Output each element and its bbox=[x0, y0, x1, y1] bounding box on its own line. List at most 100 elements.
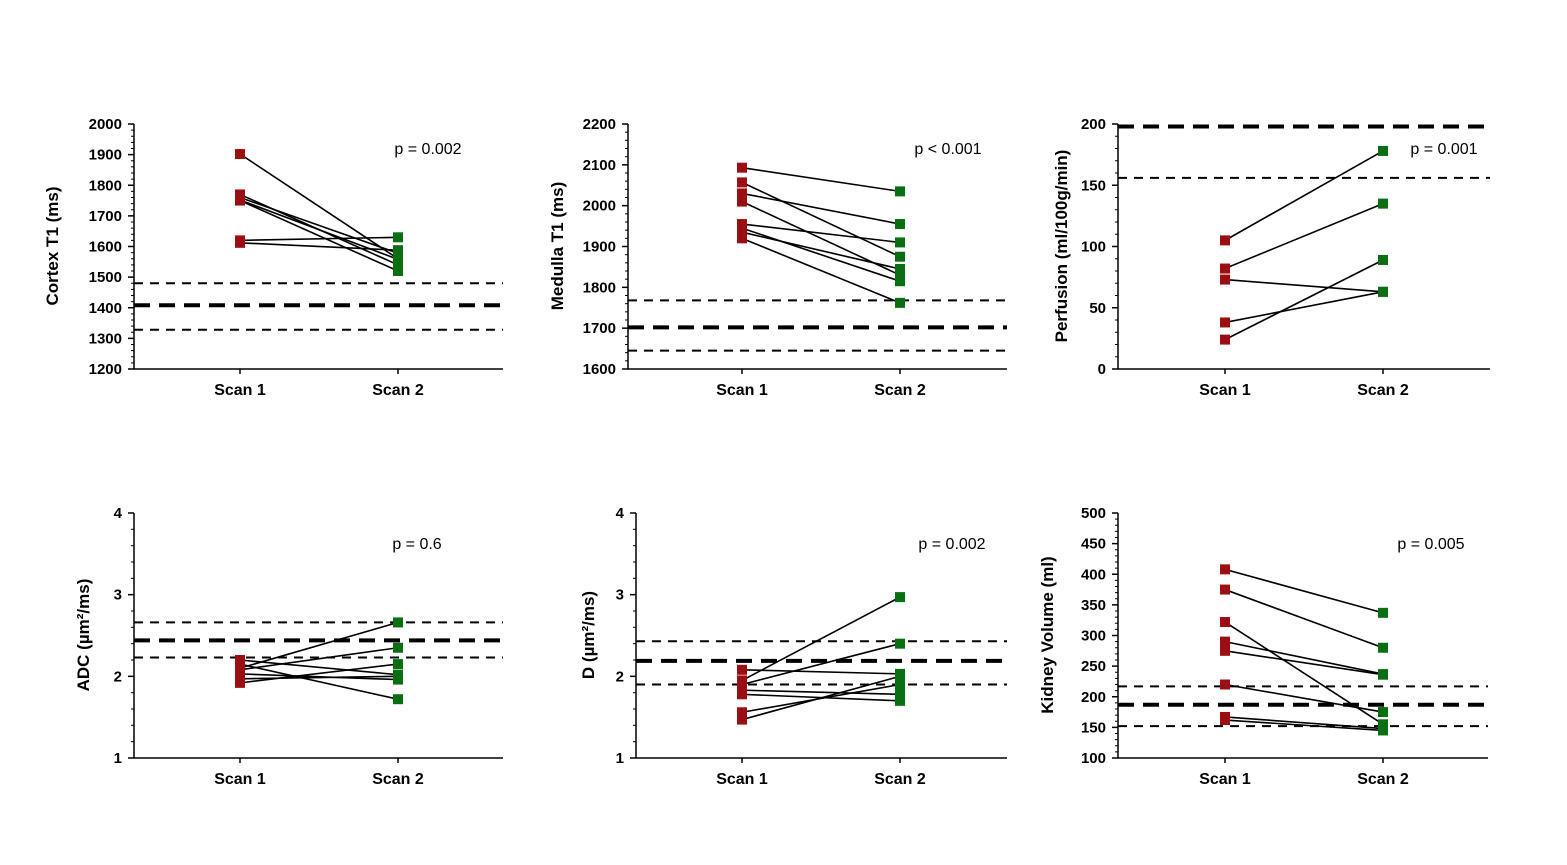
y-axis-title: Perfusion (ml/100g/min) bbox=[1052, 150, 1071, 343]
paired-line bbox=[239, 199, 399, 272]
y-axis-title: Kidney Volume (ml) bbox=[1038, 556, 1057, 713]
y-tick-label: 2 bbox=[616, 668, 624, 685]
scan2-marker bbox=[895, 679, 905, 690]
y-tick-label: 100 bbox=[1081, 239, 1106, 256]
y-tick-label: 1800 bbox=[583, 279, 616, 296]
p-value-annotation: p = 0.001 bbox=[1410, 141, 1477, 158]
y-tick-label: 450 bbox=[1081, 536, 1106, 553]
y-tick-label: 3 bbox=[114, 587, 122, 604]
chart-panel-4: 1 2 3 4 Scan 1 Scan 2 p = 0.6 ADC (µm²/ms) bbox=[74, 505, 503, 788]
y-tick-label: 2200 bbox=[583, 116, 616, 133]
y-tick-label: 1800 bbox=[89, 177, 122, 194]
scan2-marker bbox=[393, 617, 403, 628]
chart-panel-6: 100 150 200 250 300 350 400 450 500 Scan 1 Scan 2 p… bbox=[1038, 505, 1488, 788]
paired-line bbox=[1224, 621, 1384, 725]
paired-line bbox=[1224, 640, 1384, 675]
paired-line bbox=[1224, 650, 1384, 676]
scan1-marker bbox=[1220, 715, 1230, 726]
paired-line bbox=[1224, 716, 1384, 730]
y-tick-label: 3 bbox=[616, 587, 624, 604]
scan1-marker bbox=[1220, 317, 1230, 328]
p-value-annotation: p < 0.001 bbox=[914, 141, 981, 158]
paired-line bbox=[239, 646, 399, 671]
scan2-marker bbox=[1378, 642, 1388, 653]
scan1-marker bbox=[235, 677, 245, 688]
scan2-marker bbox=[895, 592, 905, 603]
paired-line bbox=[239, 673, 399, 681]
scan2-marker bbox=[393, 266, 403, 276]
scan1-marker bbox=[1220, 564, 1230, 575]
p-value-annotation: p = 0.002 bbox=[918, 536, 985, 553]
y-axis-title: ADC (µm²/ms) bbox=[74, 579, 93, 692]
y-axis-title: Medulla T1 (ms) bbox=[548, 182, 567, 310]
y-tick-label: 1200 bbox=[89, 361, 122, 378]
y-tick-label: 400 bbox=[1081, 566, 1106, 583]
y-tick-label: 1700 bbox=[89, 208, 122, 225]
x-tick-label-scan-1: Scan 1 bbox=[1199, 771, 1251, 788]
scan2-marker bbox=[1378, 145, 1388, 156]
paired-line bbox=[741, 192, 901, 225]
scan1-marker bbox=[737, 188, 747, 199]
scan2-marker bbox=[895, 276, 905, 287]
scan1-marker bbox=[737, 664, 747, 675]
scan2-marker bbox=[895, 219, 905, 230]
y-tick-label: 200 bbox=[1081, 689, 1106, 706]
scan2-marker bbox=[393, 659, 403, 670]
y-tick-label: 150 bbox=[1081, 719, 1106, 736]
paired-line bbox=[1224, 150, 1384, 242]
scan1-marker bbox=[1220, 263, 1230, 274]
x-tick-label-scan-2: Scan 2 bbox=[874, 771, 926, 788]
scan1-marker bbox=[737, 714, 747, 725]
y-tick-label: 100 bbox=[1081, 750, 1106, 767]
paired-line bbox=[1224, 719, 1384, 732]
scan2-marker bbox=[1378, 607, 1388, 618]
x-tick-label-scan-1: Scan 1 bbox=[214, 771, 266, 788]
scan2-marker bbox=[1378, 286, 1388, 297]
y-tick-label: 350 bbox=[1081, 597, 1106, 614]
paired-line bbox=[1224, 202, 1384, 270]
scan1-marker bbox=[1220, 235, 1230, 246]
paired-line bbox=[239, 663, 399, 684]
p-value-annotation: p = 0.6 bbox=[392, 536, 441, 553]
paired-line bbox=[1224, 291, 1384, 324]
scan1-marker bbox=[737, 233, 747, 244]
scan2-marker bbox=[895, 270, 905, 281]
scan1-marker bbox=[235, 149, 245, 160]
y-tick-label: 250 bbox=[1081, 658, 1106, 675]
y-tick-label: 0 bbox=[1098, 361, 1106, 378]
scan2-marker bbox=[895, 237, 905, 248]
y-tick-label: 1400 bbox=[89, 300, 122, 317]
y-tick-label: 2000 bbox=[583, 198, 616, 215]
y-tick-label: 2100 bbox=[583, 157, 616, 174]
y-tick-label: 200 bbox=[1081, 116, 1106, 133]
paired-line bbox=[1224, 259, 1384, 341]
scan2-marker bbox=[895, 671, 905, 682]
paired-line bbox=[741, 237, 901, 304]
scan2-marker bbox=[393, 232, 403, 243]
scan1-marker bbox=[1220, 334, 1230, 345]
paired-line bbox=[741, 669, 901, 675]
p-value-annotation: p = 0.002 bbox=[394, 141, 461, 158]
paired-line bbox=[1224, 278, 1384, 293]
scan2-marker bbox=[1378, 669, 1388, 680]
paired-line bbox=[239, 199, 399, 261]
scan1-marker bbox=[1220, 679, 1230, 690]
y-tick-label: 500 bbox=[1081, 505, 1106, 522]
y-tick-label: 50 bbox=[1089, 300, 1106, 317]
scan2-marker bbox=[393, 694, 403, 705]
chart-panel-5: 1 2 3 4 Scan 1 Scan 2 p = 0.002 D (µm²/ms) bbox=[579, 505, 1007, 788]
y-axis-title: D (µm²/ms) bbox=[579, 591, 598, 679]
scan1-marker bbox=[737, 707, 747, 718]
scan2-marker bbox=[895, 251, 905, 262]
x-tick-label-scan-1: Scan 1 bbox=[214, 382, 266, 399]
x-tick-label-scan-2: Scan 2 bbox=[372, 771, 424, 788]
y-tick-label: 1 bbox=[616, 750, 624, 767]
paired-line bbox=[239, 153, 399, 260]
y-axis-title: Cortex T1 (ms) bbox=[43, 186, 62, 305]
scan1-marker bbox=[1220, 617, 1230, 628]
scan2-marker bbox=[895, 186, 905, 197]
paired-line bbox=[741, 596, 901, 682]
paired-line bbox=[239, 663, 399, 700]
scan1-marker bbox=[1220, 645, 1230, 656]
